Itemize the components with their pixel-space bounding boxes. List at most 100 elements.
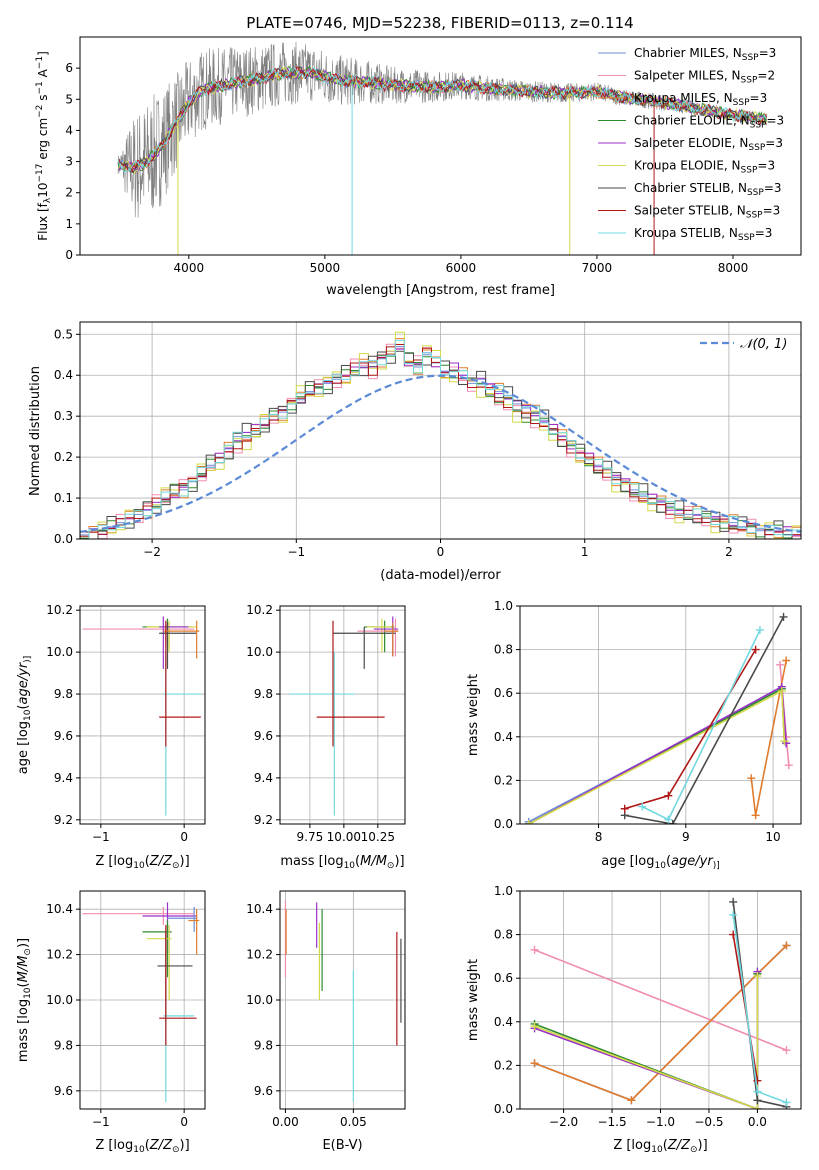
- age-vs-metallicity-panel: −1 09.29.49.69.810.010.2Z [log10(Z/Z⊙)]ag…: [16, 603, 206, 871]
- y-tick-label: 0.2: [494, 773, 513, 787]
- y-tick-label: 0.2: [54, 450, 73, 464]
- y-tick-label: 9.4: [54, 771, 73, 785]
- y-tick-label: 9.8: [254, 687, 273, 701]
- plot-area: [80, 331, 801, 539]
- massweight-marker: [753, 972, 762, 981]
- y-axis-label-part: Flux [f: [36, 202, 50, 240]
- y-axis-label-part: )]: [16, 938, 31, 948]
- massweight-marker: [782, 1046, 791, 1055]
- massweight-marker: [755, 625, 764, 634]
- legend-entry-part: Kroupa MILES, N: [634, 91, 733, 105]
- massweight-line: [534, 971, 759, 1109]
- plot-area: [524, 612, 793, 824]
- x-axis-label-part: ⊙: [690, 1145, 698, 1155]
- plot-area: [82, 616, 201, 816]
- plot-area: [289, 616, 399, 816]
- y-tick-label: 10.2: [246, 948, 273, 962]
- x-axis-label-part: (: [666, 854, 671, 869]
- ticks: −2.0 −1.5 −1.0 −0.5 0.0 0.0 0.2 0.4 0.6 0.8 1.0: [494, 884, 767, 1129]
- massweight-line: [624, 649, 757, 810]
- legend-entry-part: SSP: [741, 166, 758, 176]
- x-tick-label: 10.00: [327, 830, 361, 844]
- legend-entry-part: SSP: [733, 98, 750, 108]
- massweight-line: [534, 949, 787, 1051]
- y-axis-label-part: age [log: [16, 721, 31, 774]
- legend-entry: Chabrier MILES, NSSP=3: [634, 46, 776, 63]
- y-tick-label: 0.8: [494, 928, 513, 942]
- massweight-marker: [777, 687, 786, 696]
- x-tick-label: −2: [143, 545, 161, 559]
- grid-lines: [80, 606, 205, 824]
- mass-vs-metallicity-panel: −1 09.69.810.010.210.4Z [log10(Z/Z⊙)]mass…: [16, 890, 206, 1155]
- legend-entry-part: Chabrier ELODIE, N: [634, 114, 750, 128]
- x-axis-label-part: 10: [133, 861, 145, 871]
- y-axis-label-part: A: [36, 68, 50, 81]
- grid-lines: [80, 891, 205, 1109]
- y-tick-label: 0.4: [494, 730, 513, 744]
- legend-entry-part: Salpeter MILES, N: [634, 69, 741, 83]
- y-tick-label: 0.5: [54, 327, 73, 341]
- y-tick-label: 9.6: [54, 1084, 73, 1098]
- massweight-marker: [782, 941, 791, 950]
- y-tick-label: 9.8: [54, 687, 73, 701]
- y-axis-label: mass weight: [466, 959, 481, 1041]
- x-axis-label-part: (: [145, 1138, 150, 1153]
- massweight-vs-metallicity-panel: −2.0 −1.5 −1.0 −0.5 0.0 0.0 0.2 0.4 0.6 0.8 1.0 Z […: [466, 884, 802, 1155]
- massweight-marker: [782, 1098, 791, 1107]
- y-axis-label-part: 10: [36, 183, 50, 198]
- axes-frame: [279, 605, 406, 825]
- axes-frame: [519, 605, 802, 825]
- x-tick-label: 4000: [174, 261, 205, 275]
- y-axis-label-part: ⊙: [23, 948, 33, 956]
- x-axis-label: (data-model)/error: [380, 568, 501, 583]
- x-axis-label: Z [log10(Z/Z⊙)]: [95, 854, 189, 871]
- legend-entry-part: Salpeter ELODIE, N: [634, 136, 748, 150]
- massweight-line: [732, 901, 787, 1108]
- x-tick-label: −1: [92, 1115, 110, 1129]
- legend-entry: Kroupa MILES, NSSP=3: [634, 91, 767, 108]
- y-tick-label: 0.4: [494, 1015, 513, 1029]
- massweight-marker: [729, 910, 738, 919]
- x-axis-label: age [log10(age/yr)]: [601, 854, 719, 871]
- y-axis-label-part: mass [log: [16, 999, 31, 1062]
- x-axis-label-part: 10: [133, 1145, 145, 1155]
- y-axis-label-part: ]: [36, 51, 50, 56]
- y-axis-label-part: 10: [23, 709, 33, 721]
- y-axis-label-part: M/M: [16, 956, 31, 983]
- y-axis-label-part: −1: [35, 81, 45, 94]
- x-axis-label: wavelength [Angstrom, rest frame]: [326, 283, 555, 298]
- model-spectrum-line: [117, 66, 768, 175]
- legend-entry: Chabrier ELODIE, NSSP=3: [634, 114, 784, 131]
- y-tick-label: 5: [65, 92, 73, 106]
- x-axis-label-part: (: [145, 854, 150, 869]
- y-axis-label-part: age/yr: [16, 661, 31, 704]
- x-axis-label-part: 10: [651, 1145, 663, 1155]
- x-axis-label-part: Z/Z: [667, 1138, 691, 1153]
- x-axis-label-part: 10: [344, 861, 356, 871]
- y-tick-label: 0.3: [54, 409, 73, 423]
- y-tick-label: 0.6: [494, 686, 513, 700]
- massweight-marker: [620, 804, 629, 813]
- x-tick-label: 6000: [446, 261, 477, 275]
- massweight-marker: [638, 802, 647, 811]
- x-axis-label-part: ⊙: [387, 861, 395, 871]
- y-tick-label: 0.0: [54, 532, 73, 546]
- x-axis-label-part: (: [355, 854, 360, 869]
- massweight-line: [750, 660, 787, 816]
- y-tick-label: 0.2: [494, 1058, 513, 1072]
- x-axis-label-part: ⊙: [172, 861, 180, 871]
- y-tick-label: 0.6: [494, 971, 513, 985]
- massweight-marker: [530, 1022, 539, 1031]
- y-tick-label: 9.8: [254, 1038, 273, 1052]
- legend-entry: Chabrier STELIB, NSSP=3: [634, 181, 782, 198]
- x-tick-label: 10: [765, 830, 780, 844]
- y-tick-label: 9.2: [254, 813, 273, 827]
- x-tick-label: 10.25: [361, 830, 395, 844]
- x-tick-label: 5000: [310, 261, 341, 275]
- x-tick-label: 0.0: [748, 1115, 767, 1129]
- y-tick-label: 2: [65, 186, 73, 200]
- legend-entry-part: Kroupa STELIB, N: [634, 226, 738, 240]
- y-tick-label: 10.2: [246, 603, 273, 617]
- legend-entry-part: SSP: [738, 233, 755, 243]
- legend-entry: Salpeter ELODIE, NSSP=3: [634, 136, 783, 153]
